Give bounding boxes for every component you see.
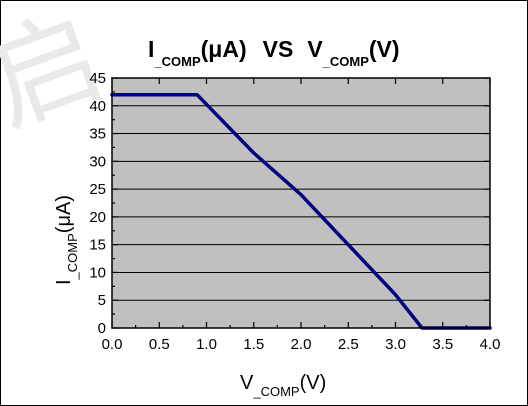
y-tick-label: 5 (98, 292, 106, 309)
x-tick-label: 3.0 (385, 336, 406, 353)
x-tick-label: 2.5 (338, 336, 359, 353)
y-tick-label: 10 (89, 264, 106, 281)
x-tick-label: 1.5 (243, 336, 264, 353)
x-tick-label: 4.0 (480, 336, 501, 353)
y-tick-label: 0 (98, 320, 106, 337)
ylabel-unit: (μA) (53, 195, 75, 233)
xlabel-comp-subscript: _COMP (252, 384, 299, 399)
y-tick-label: 45 (89, 70, 106, 87)
xlabel-v-letter: V (240, 372, 254, 394)
grid-lines (112, 105, 490, 301)
x-tick-label: 0.0 (102, 336, 123, 353)
title-comp2-subscript: _COMP (322, 54, 370, 69)
y-tick-labels: 0 5 10 15 20 25 30 35 40 45 (89, 70, 106, 337)
y-tick-label: 40 (89, 98, 106, 115)
title-i-letter: I (148, 36, 154, 62)
title-comp-subscript: _COMP (153, 54, 201, 69)
plot-border (111, 77, 491, 329)
y-tick-label: 25 (89, 181, 106, 198)
x-tick-label: 0.5 (149, 336, 170, 353)
x-tick-label: 1.0 (196, 336, 217, 353)
y-axis-title: I_COMP(μA) (53, 195, 80, 285)
ylabel-comp-subscript: _COMP (65, 233, 80, 280)
y-tick-label: 20 (89, 209, 106, 226)
x-axis-title: V_COMP(V) (240, 372, 326, 399)
title-vs: VS (263, 36, 294, 62)
ylabel-i-letter: I (53, 279, 75, 285)
x-tick-labels: 0.0 0.5 1.0 1.5 2.0 2.5 3.0 3.5 4.0 (102, 336, 501, 353)
y-tick-label: 30 (89, 153, 106, 170)
title-unit-a: (μA) (201, 36, 247, 62)
x-tick-label: 2.0 (291, 336, 312, 353)
x-tick-label: 3.5 (432, 336, 453, 353)
chart-title: I_COMP(μA) VS V_COMP(V) (148, 36, 400, 69)
title-unit-b: (V) (369, 36, 400, 62)
title-v-letter: V (307, 36, 323, 62)
y-tick-label: 35 (89, 126, 106, 143)
y-tick-label: 15 (89, 237, 106, 254)
plot-area (112, 78, 490, 328)
xlabel-unit: (V) (300, 372, 327, 394)
